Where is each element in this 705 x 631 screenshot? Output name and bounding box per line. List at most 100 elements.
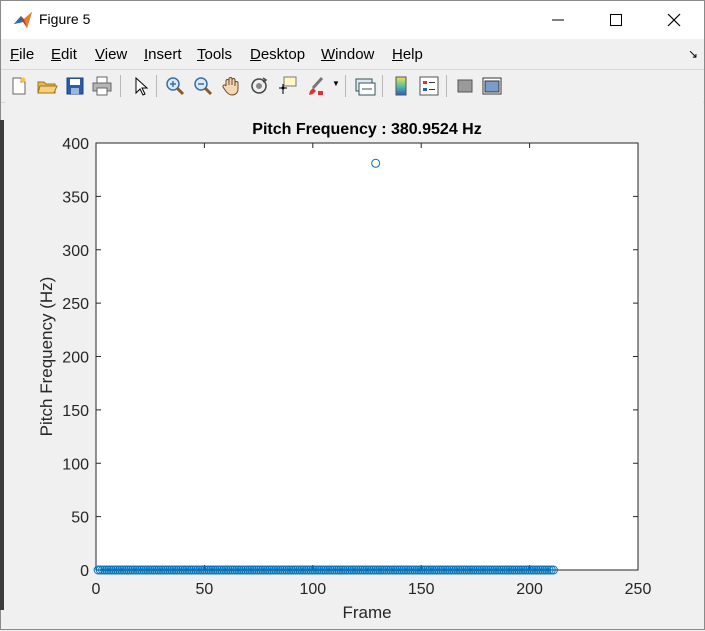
window-title: Figure 5 [39,11,91,27]
data-point [384,565,394,575]
data-point [466,565,476,575]
menu-window[interactable]: Window [321,46,375,63]
menu-view[interactable]: View [95,46,128,63]
maximize-button[interactable] [587,1,645,39]
menu-edit[interactable]: Edit [51,46,77,63]
data-point [165,565,175,575]
y-tick-label: 50 [71,510,89,527]
minimize-button[interactable] [529,1,587,39]
data-point [262,565,272,575]
menu-desktop[interactable]: Desktop [250,46,306,63]
pan-hand-icon[interactable] [220,75,242,97]
data-point [527,565,537,575]
y-tick-label: 150 [62,403,89,420]
data-point [473,565,483,575]
close-button[interactable] [645,1,703,39]
data-point [100,565,110,575]
zoom-out-icon[interactable] [192,75,214,97]
data-point [542,565,552,575]
data-point [306,565,316,575]
data-point [193,565,203,575]
data-point [225,565,235,575]
menu-tools[interactable]: Tools [197,46,233,63]
save-icon[interactable] [64,75,86,97]
data-point [249,565,259,575]
data-point [147,565,157,575]
data-point [303,565,313,575]
hide-plot-tools-icon[interactable] [454,75,476,97]
data-point [451,565,461,575]
data-point [414,565,424,575]
data-point [416,565,426,575]
title-bar[interactable]: Figure 5 [1,1,704,39]
data-point [347,565,357,575]
data-point [494,565,504,575]
data-point [327,565,337,575]
data-point [362,565,372,575]
data-point [468,565,478,575]
data-point [405,565,415,575]
data-point [156,565,166,575]
menu-file[interactable]: File [10,46,35,63]
print-icon[interactable] [91,75,113,97]
data-point [93,565,103,575]
data-point [410,565,420,575]
data-point [533,565,543,575]
data-point [321,565,331,575]
data-point [423,565,433,575]
legend-icon[interactable] [418,75,440,97]
data-point [503,565,513,575]
data-point [277,565,287,575]
rotate-3d-icon[interactable] [248,75,270,97]
data-point [460,565,470,575]
data-point [256,565,266,575]
data-point [215,565,225,575]
data-point [509,565,519,575]
data-point [197,565,207,575]
data-point [444,565,454,575]
data-point [408,565,418,575]
data-point [199,565,209,575]
data-point [358,565,368,575]
data-point [243,565,253,575]
data-point [496,565,506,575]
select-arrow-icon[interactable] [129,75,151,97]
matlab-icon [14,12,32,28]
data-point [507,565,517,575]
data-point [208,565,218,575]
data-point [310,565,320,575]
colorbar-icon[interactable] [390,75,412,97]
data-point [141,565,151,575]
data-point [514,565,524,575]
y-tick-label: 250 [62,296,89,313]
data-point [520,565,530,575]
brush-dropdown-icon[interactable]: ▼ [332,79,340,88]
menu-help[interactable]: Help [392,46,423,63]
data-point [421,565,431,575]
data-point [115,565,125,575]
data-point [470,565,480,575]
show-plot-tools-icon[interactable] [481,75,503,97]
data-point [548,565,558,575]
data-point [230,565,240,575]
link-plot-icon[interactable] [354,75,376,97]
dock-arrow-icon[interactable]: ↘ [687,47,698,61]
data-cursor-icon[interactable] [276,75,298,97]
data-point [290,565,300,575]
data-point [349,565,359,575]
data-point [336,565,346,575]
brush-icon[interactable] [304,75,326,97]
data-point [449,565,459,575]
data-point [206,565,216,575]
data-point [145,565,155,575]
data-point [286,565,296,575]
data-point [505,565,515,575]
data-point [540,565,550,575]
open-file-icon[interactable] [36,75,58,97]
data-point [173,565,183,575]
new-figure-icon[interactable] [8,75,30,97]
data-point [275,565,285,575]
menu-insert[interactable]: Insert [144,46,182,63]
data-point [271,565,281,575]
zoom-in-icon[interactable] [164,75,186,97]
